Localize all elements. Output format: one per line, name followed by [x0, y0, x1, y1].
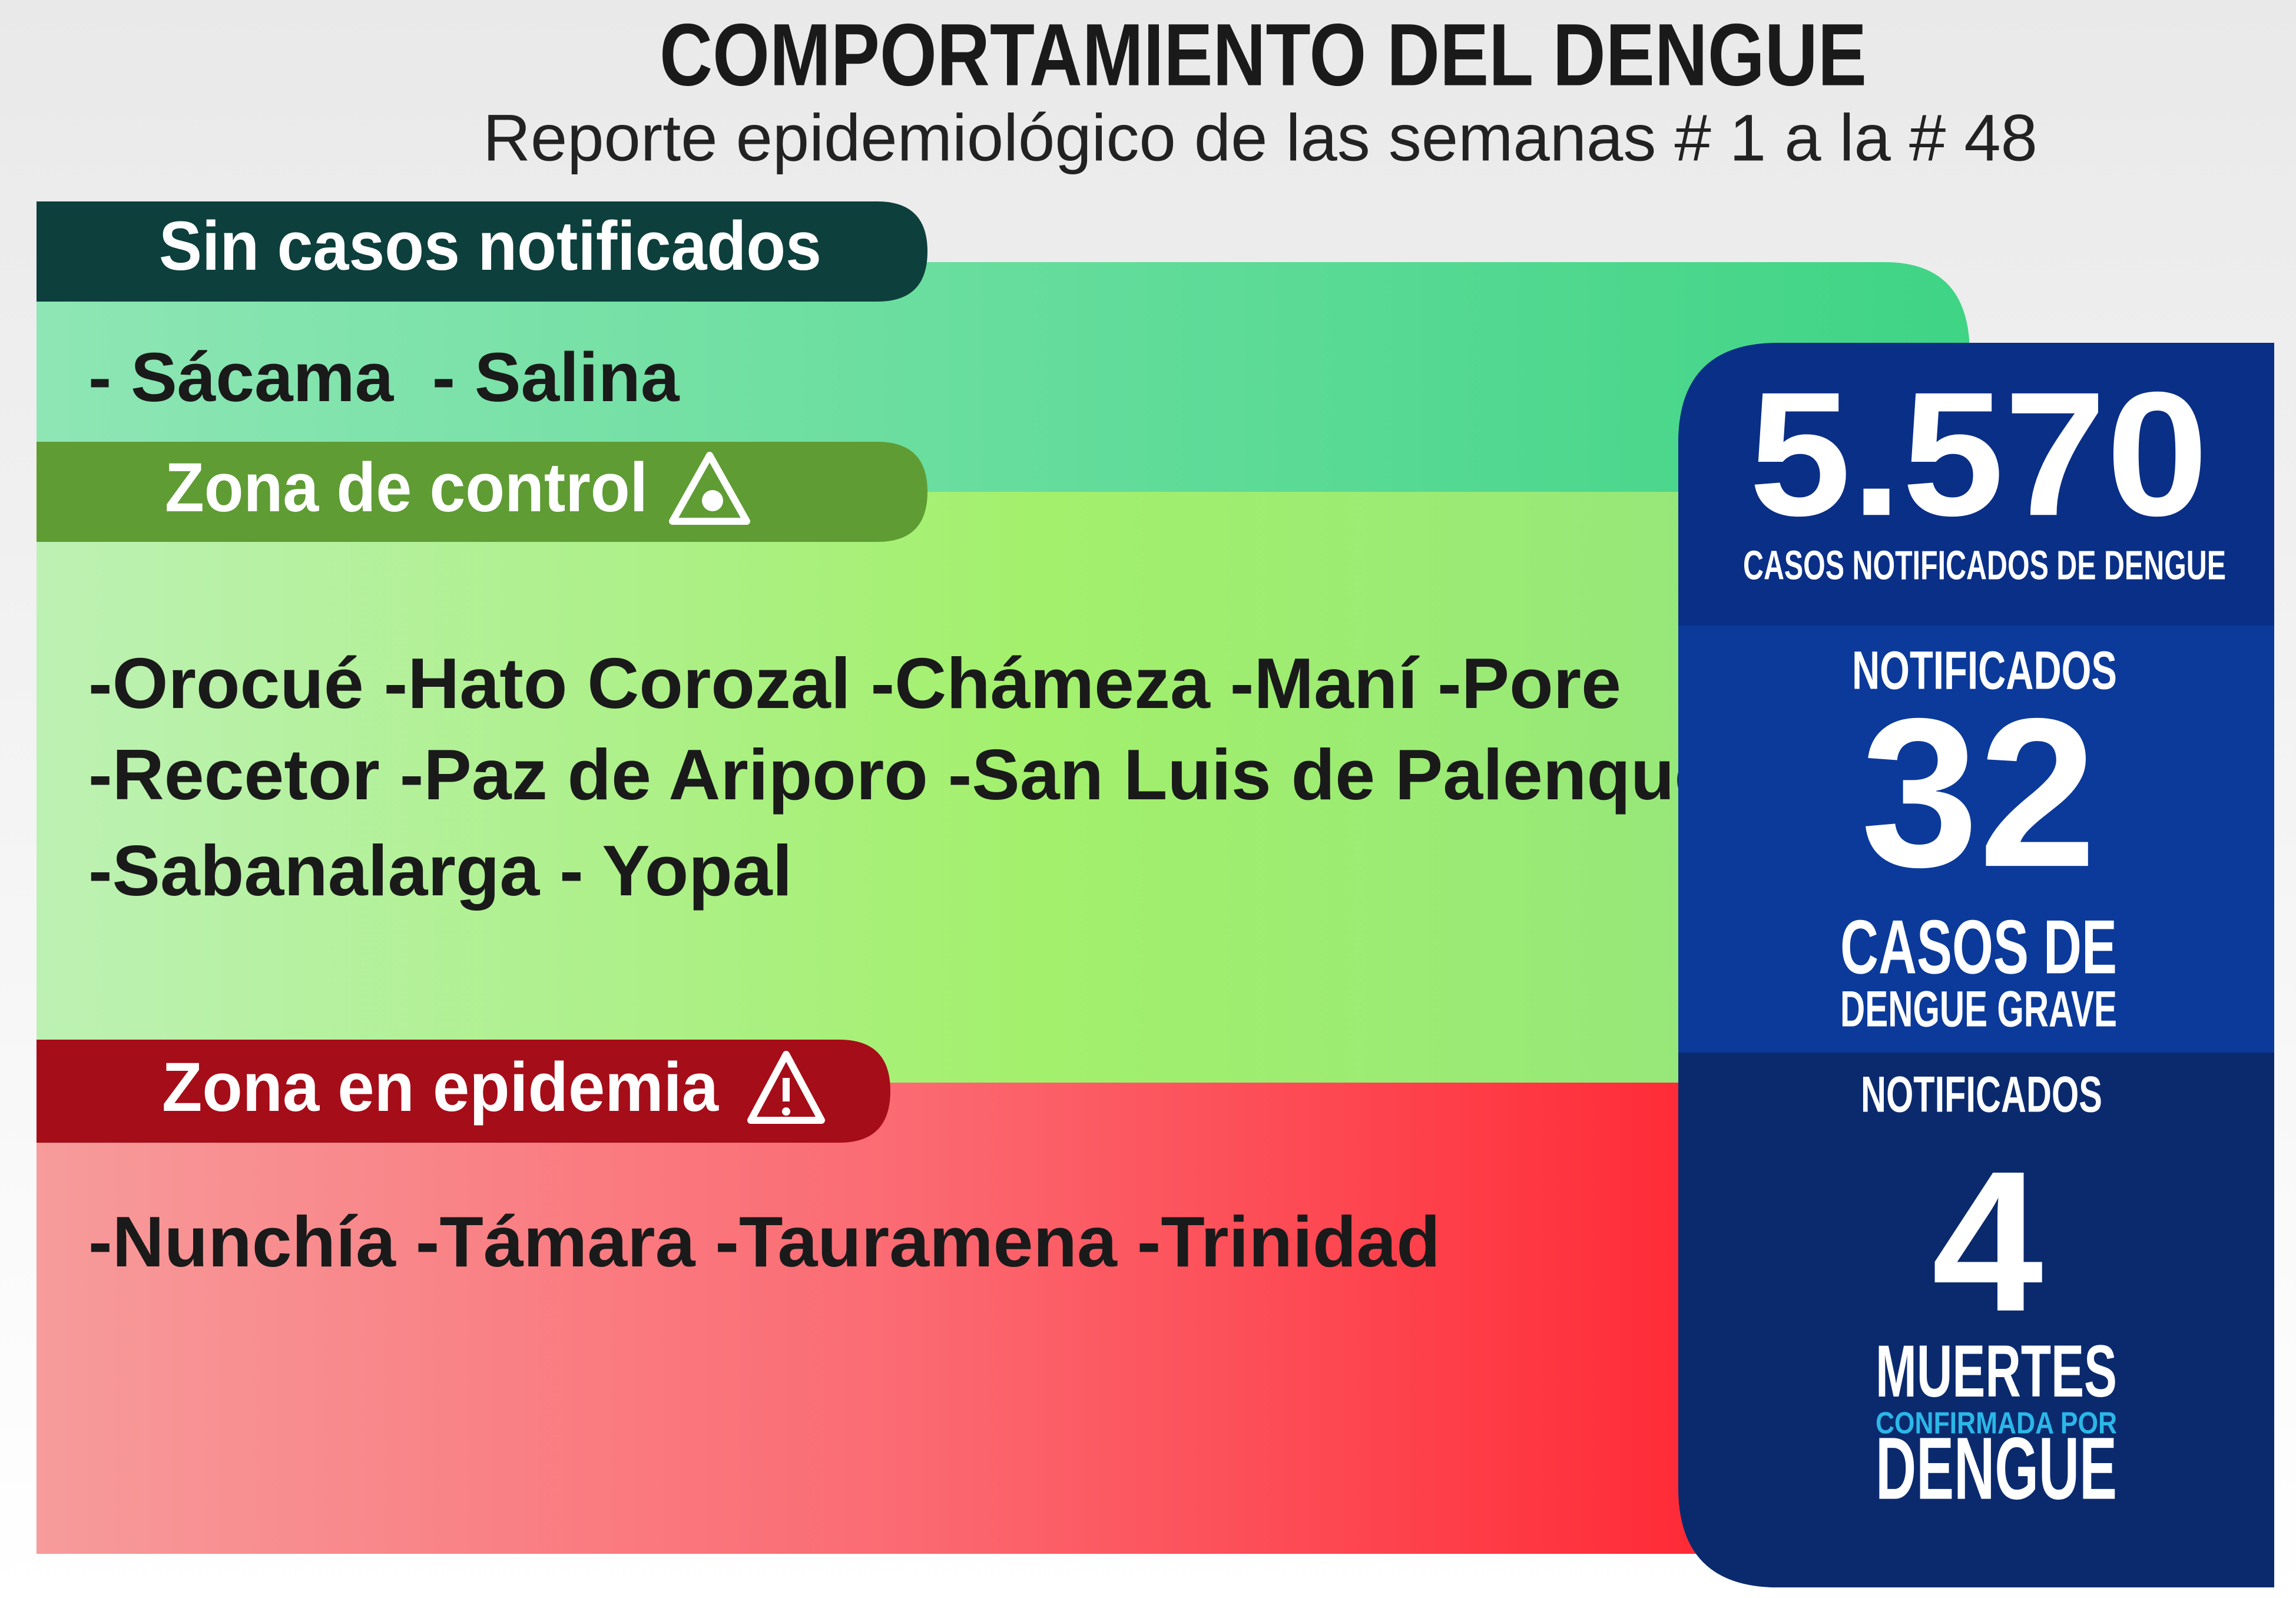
band-no-cases	[37, 262, 1970, 495]
section-line: - Sácama - Salina	[88, 339, 680, 416]
warning-icon	[747, 1051, 825, 1124]
title: COMPORTAMIENTO DEL DENGUE	[660, 5, 1867, 104]
section-line: -Orocué -Hato Corozal -Chámeza -Maní -Po…	[88, 643, 1621, 723]
stat-prefix: NOTIFICADOS	[1852, 640, 2117, 700]
stat-prefix: NOTIFICADOS	[1861, 1067, 2102, 1123]
pill-epidemic	[37, 1040, 890, 1143]
subtitle: Reporte epidemiológico de las semanas # …	[483, 101, 2037, 175]
stat-sublabel: CONFIRMADA POR	[1876, 1407, 2117, 1441]
stat-label: MUERTES	[1876, 1331, 2117, 1412]
section-label: Zona en epidemia	[162, 1048, 719, 1126]
section-label: Zona de control	[165, 449, 648, 527]
stat-value: 4	[1931, 1130, 2044, 1354]
section-line: -Recetor -Paz de Ariporo -San Luis de Pa…	[88, 735, 1714, 815]
pill-no-cases	[37, 201, 927, 302]
warning-icon	[669, 452, 750, 525]
stat-suffix: DENGUE	[1876, 1419, 2117, 1518]
section-label: Sin casos notificados	[159, 207, 821, 285]
stats-section	[1678, 1053, 2274, 1587]
stats-section	[1678, 343, 2274, 626]
stat-value: 32	[1861, 674, 2096, 911]
stat-label: CASOS DE	[1840, 904, 2117, 990]
section-line: -Sabanalarga - Yopal	[88, 831, 793, 911]
stat-value: 5.570	[1749, 355, 2208, 552]
section-line: -Nunchía -Támara -Tauramena -Trinidad	[88, 1202, 1440, 1282]
stat-label: CASOS NOTIFICADOS DE DENGUE	[1743, 542, 2226, 588]
band-epidemic	[37, 1083, 1774, 1554]
stat-sublabel: DENGUE GRAVE	[1840, 981, 2117, 1038]
band-control	[37, 492, 1703, 1084]
